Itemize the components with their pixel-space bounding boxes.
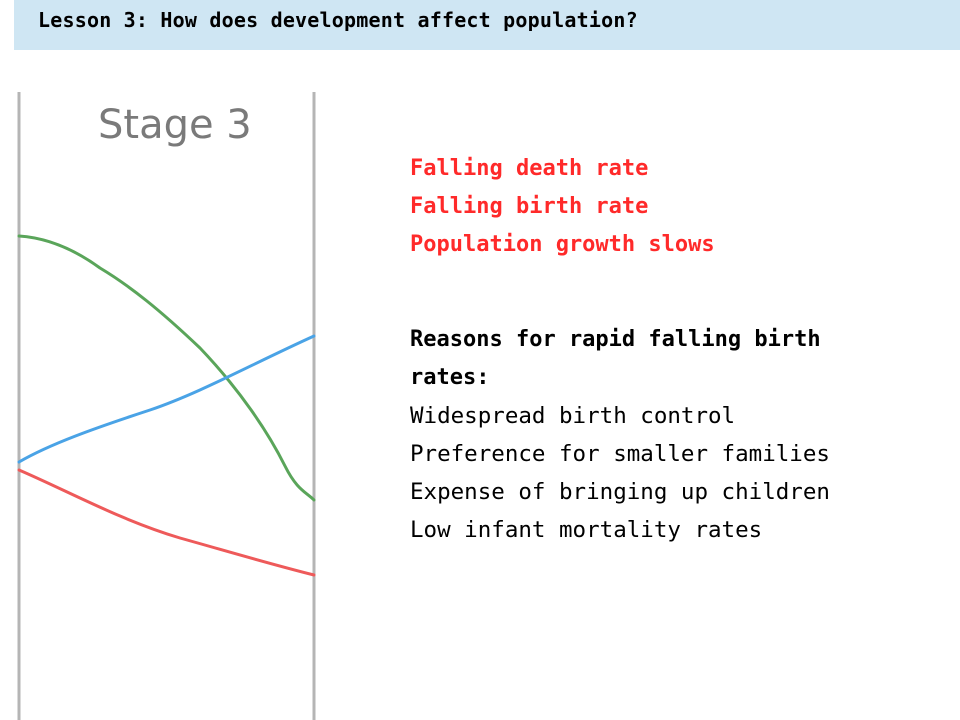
feature-death-rate: Falling death rate (410, 156, 649, 181)
reasons-block: Reasons for rapid falling birth rates: W… (410, 321, 890, 549)
feature-birth-rate: Falling birth rate (410, 194, 649, 219)
page-title: Lesson 3: How does development affect po… (38, 8, 638, 32)
population-line (17, 334, 316, 464)
reasons-heading: Reasons for rapid falling birth rates: (410, 327, 821, 390)
reason-infant-mortality: Low infant mortality rates (410, 517, 763, 543)
reason-expense-children: Expense of bringing up children (410, 479, 830, 505)
stage-label: Stage 3 (98, 102, 252, 148)
birth-rate-line (17, 234, 316, 502)
title-bar: Lesson 3: How does development affect po… (14, 0, 960, 50)
reason-smaller-families: Preference for smaller families (410, 441, 830, 467)
death-rate-line (17, 468, 316, 577)
stage-features: Falling death rate Falling birth rate Po… (410, 150, 715, 264)
stage-3-chart: Stage 3 (17, 92, 316, 720)
feature-population-growth: Population growth slows (410, 232, 715, 257)
reason-birth-control: Widespread birth control (410, 403, 736, 429)
